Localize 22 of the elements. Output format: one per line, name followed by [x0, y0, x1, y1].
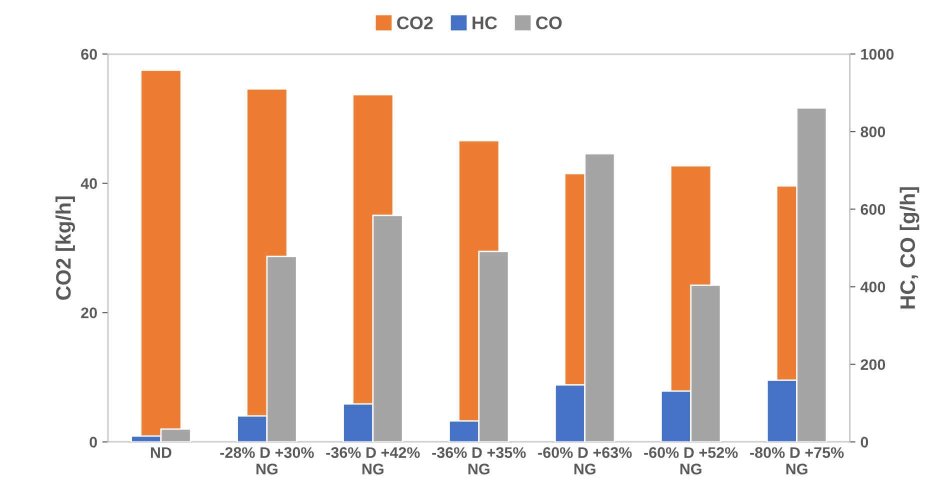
x-tick-label: ND	[150, 447, 172, 458]
y2-tick-label: 1000	[861, 48, 894, 60]
y-tick-label: 60	[81, 48, 97, 60]
y2-tick-label: 0	[860, 436, 868, 448]
y-tick-label: 40	[80, 178, 97, 189]
x-tick-label: -28% D +30% NG	[220, 447, 314, 474]
legend-label: HC	[472, 16, 497, 30]
x-tick-label: -60% D +52% NG	[644, 447, 738, 474]
y-axis-title: CO2 [kg/h]	[56, 196, 76, 300]
y2-tick-label: 200	[860, 359, 886, 370]
y-tick-label: 20	[81, 307, 97, 318]
x-tick-label: -60% D +63% NG	[538, 447, 632, 474]
y2-tick-label: 800	[860, 126, 886, 138]
y2-tick-label: 600	[860, 204, 886, 215]
legend-label: CO2	[397, 16, 433, 30]
y2-axis-title: HC, CO [g/h]	[900, 187, 920, 308]
legend-label: CO	[536, 16, 562, 30]
y2-tick-label: 400	[860, 282, 886, 292]
x-tick-label: -36% D +35% NG	[432, 447, 526, 474]
x-tick-label: -36% D +42% NG	[326, 447, 420, 474]
y-tick-label: 0	[90, 436, 97, 448]
x-tick-label: -80% D +75% NG	[750, 447, 844, 474]
